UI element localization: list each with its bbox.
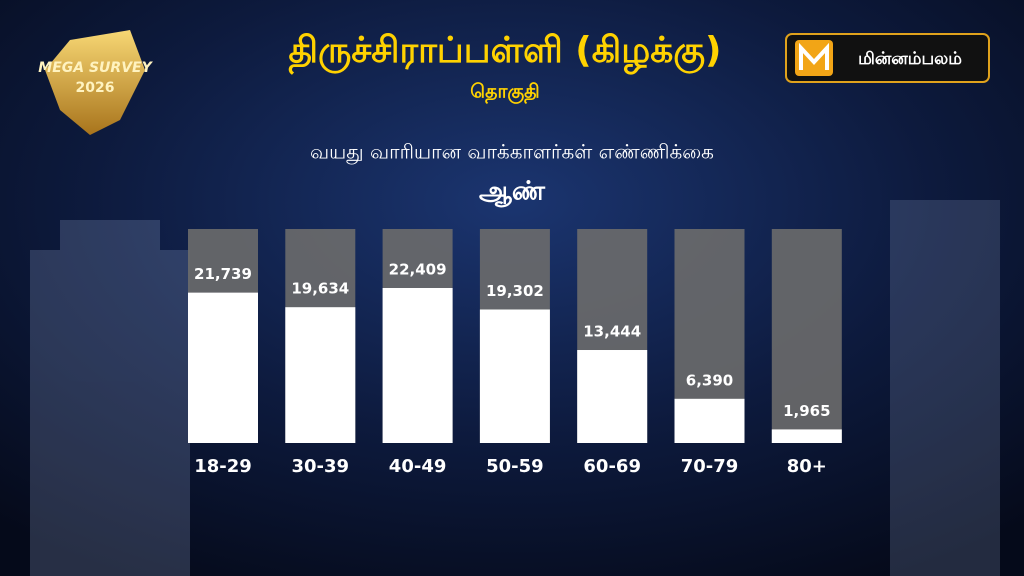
- series-label: ஆண்: [479, 177, 546, 208]
- background-building: [30, 200, 1000, 576]
- bar: [577, 350, 648, 443]
- value-label: 19,634: [291, 280, 349, 298]
- bar-chart: 21,739 18-29 19,634 30-39 22,409 40-49 19,302 5…: [188, 229, 842, 477]
- x-tick-label: 50-59: [486, 456, 544, 477]
- value-label: 6,390: [686, 371, 733, 389]
- chart-title: திருச்சிராப்பள்ளி (கிழக்கு): [289, 30, 722, 75]
- bar: [188, 292, 258, 443]
- badge-year: 2026: [76, 80, 115, 96]
- logo-icon-m: [799, 42, 829, 70]
- logo-text: மின்னம்பலம்: [858, 49, 962, 69]
- bar: [285, 307, 356, 443]
- value-label: 19,302: [486, 282, 544, 300]
- x-tick-label: 18-29: [194, 456, 252, 477]
- bar: [382, 288, 453, 443]
- bar-track: [771, 229, 842, 443]
- x-tick-label: 80+: [787, 456, 827, 477]
- x-tick-label: 30-39: [292, 456, 350, 477]
- x-tick-label: 60-69: [583, 456, 641, 477]
- value-label: 13,444: [583, 323, 641, 341]
- logo-box: [785, 33, 990, 83]
- chart-subtitle: தொகுதி: [470, 81, 539, 105]
- value-label: 21,739: [194, 265, 252, 283]
- chart-heading: வயது வாரியான வாக்காளர்கள் எண்ணிக்கை: [310, 140, 714, 165]
- bar: [674, 398, 745, 443]
- badge-text: MEGA SURVEY: [38, 60, 153, 76]
- badge-shape: [45, 30, 145, 135]
- value-label: 22,409: [389, 261, 447, 279]
- bar: [479, 309, 550, 443]
- bar: [771, 429, 842, 443]
- value-label: 1,965: [783, 402, 830, 420]
- x-tick-label: 40-49: [389, 456, 447, 477]
- x-tick-label: 70-79: [681, 456, 739, 477]
